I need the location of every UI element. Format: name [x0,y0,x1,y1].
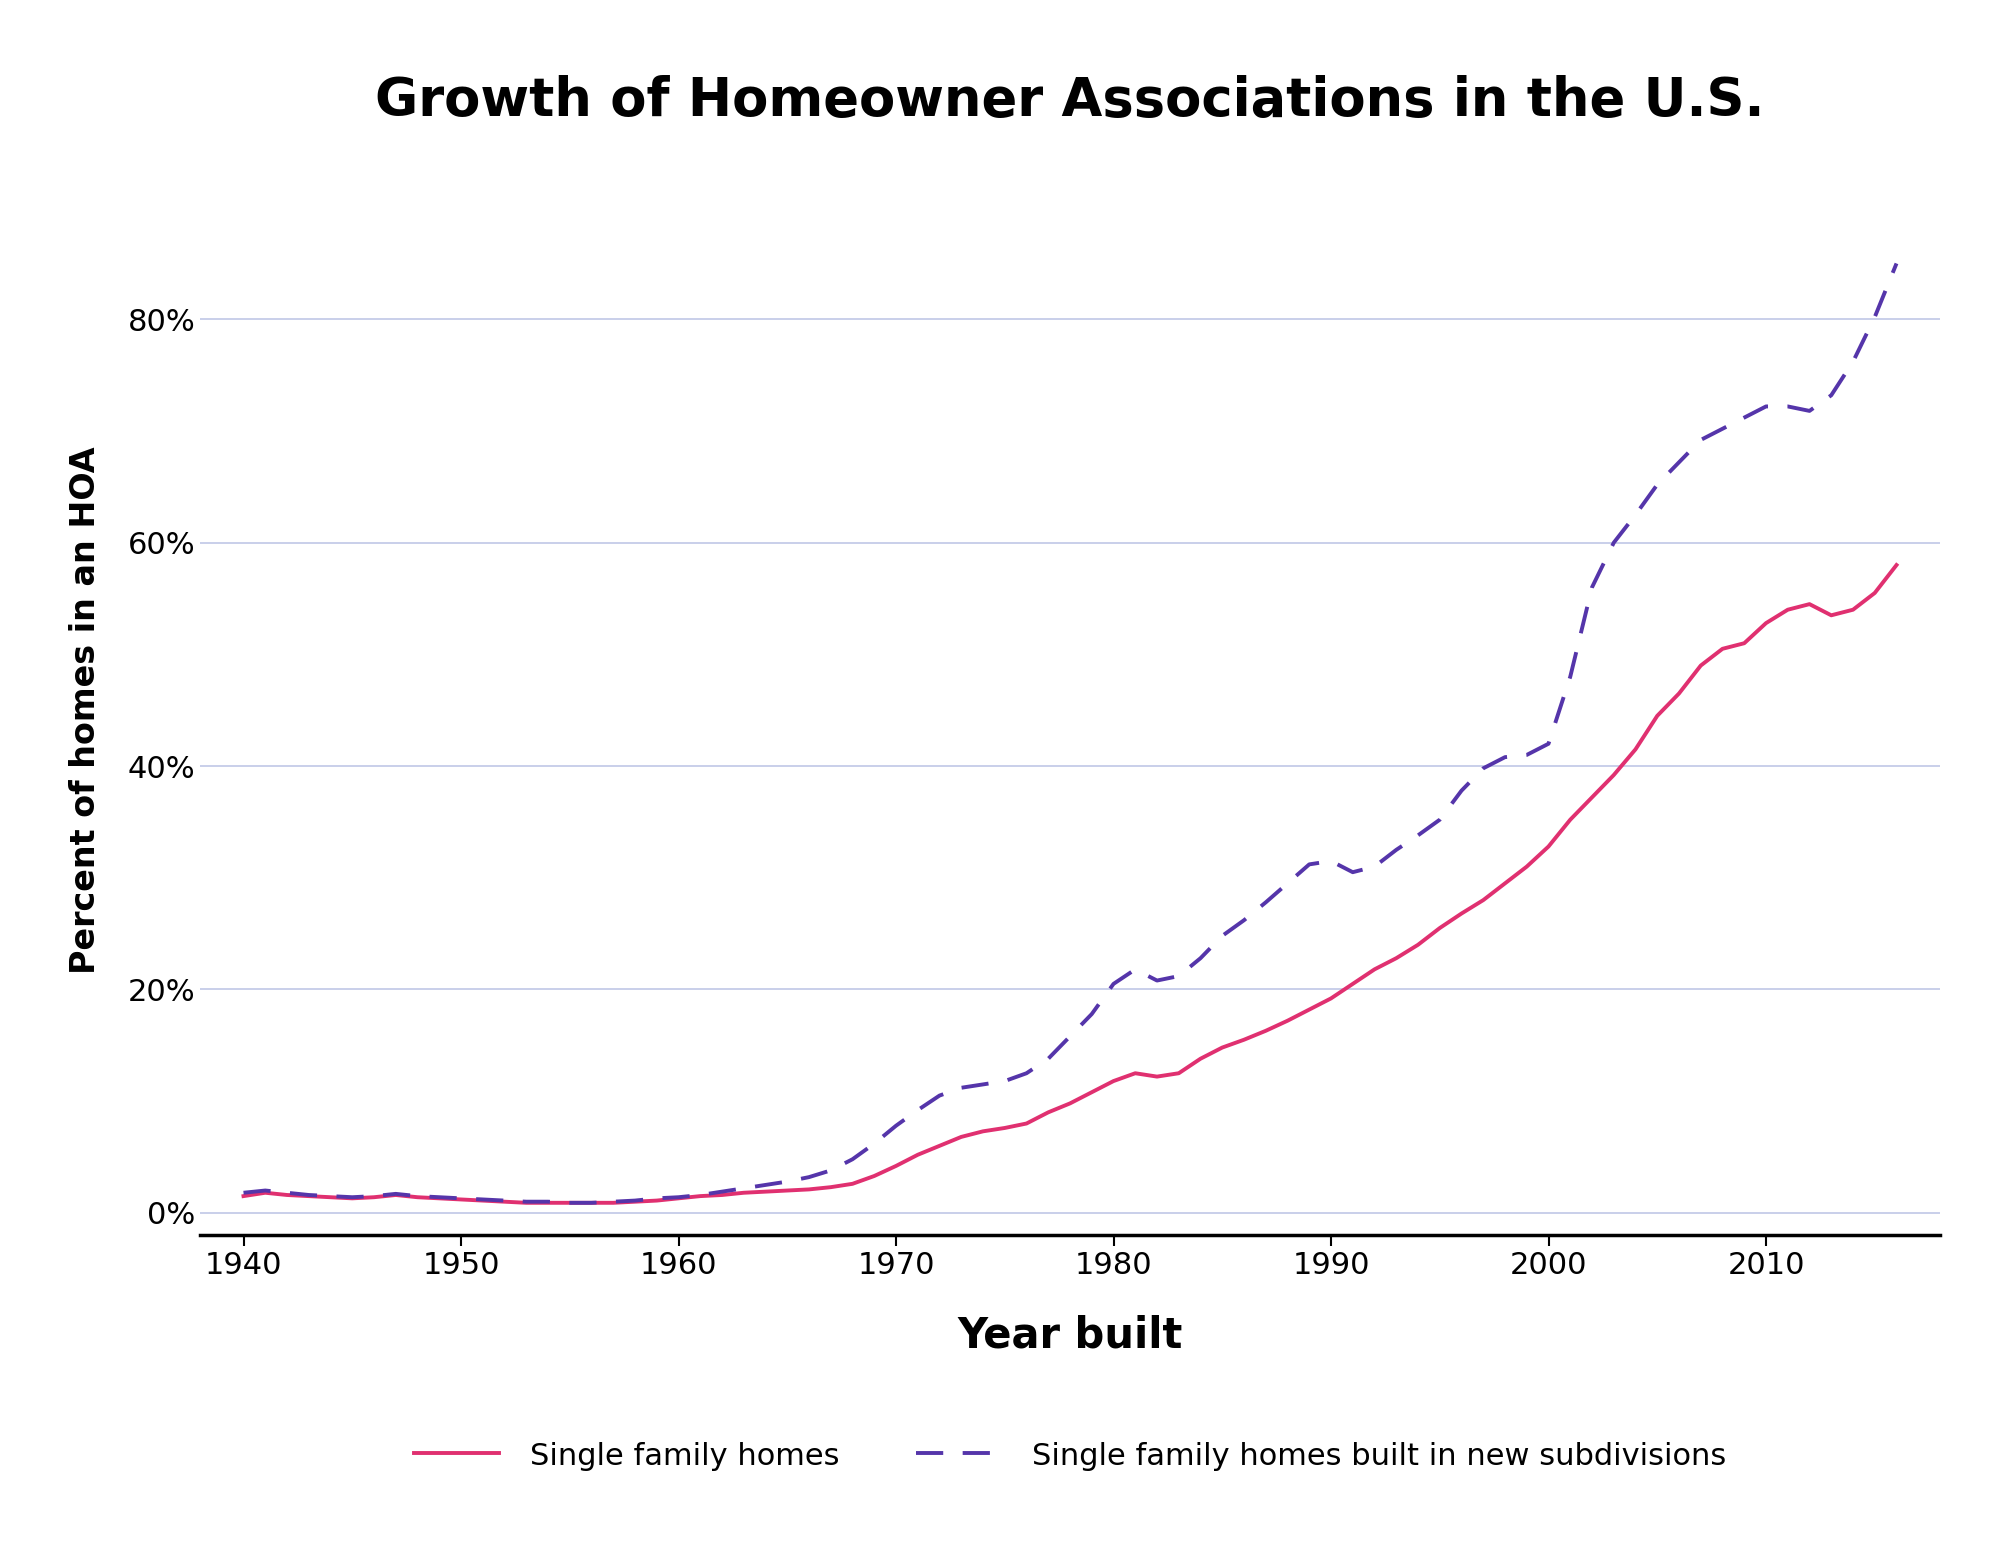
Single family homes built in new subdivisions [928,1087,952,1106]
Y-axis label: Percent of homes in an HOA: Percent of homes in an HOA [70,446,102,974]
Single family homes [796,1180,822,1198]
Single family homes [1166,1064,1190,1082]
Single family homes [580,1194,604,1212]
Single family homes built in new subdivisions [580,1194,604,1212]
Single family homes [514,1194,538,1212]
Single family homes built in new subdivisions [796,1167,822,1186]
Single family homes built in new subdivisions [1166,967,1190,985]
Single family homes built in new subdivisions [972,1075,996,1093]
Single family homes [928,1136,952,1155]
X-axis label: Year built: Year built [958,1315,1182,1357]
Single family homes [818,1178,842,1197]
Single family homes [1884,556,1908,574]
Single family homes built in new subdivisions [1884,255,1908,273]
Title: Growth of Homeowner Associations in the U.S.: Growth of Homeowner Associations in the … [376,74,1764,127]
Single family homes built in new subdivisions [558,1194,582,1212]
Legend: Single family homes, Single family homes built in new subdivisions: Single family homes, Single family homes… [402,1428,1738,1484]
Single family homes built in new subdivisions [818,1161,842,1180]
Single family homes [972,1122,996,1141]
Single family homes [232,1187,256,1206]
Single family homes built in new subdivisions [232,1184,256,1203]
Line: Single family homes: Single family homes [244,565,1896,1203]
Line: Single family homes built in new subdivisions: Single family homes built in new subdivi… [244,264,1896,1203]
